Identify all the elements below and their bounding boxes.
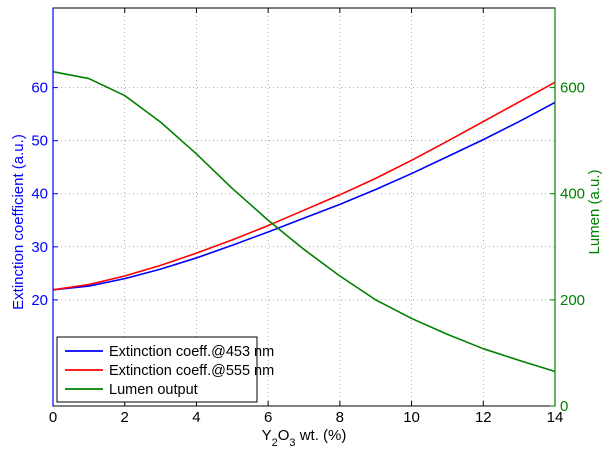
legend-label: Extinction coeff.@453 nm [109, 344, 274, 360]
y-left-tick-label: 20 [31, 292, 48, 309]
x-tick-label: 6 [264, 409, 272, 426]
x-axis-label: Y2O3 wt. (%) [262, 427, 347, 449]
y-left-tick-label: 50 [31, 133, 48, 150]
y-left-tick-label: 30 [31, 239, 48, 256]
series-453nm-line [52, 101, 556, 291]
x-axis-label-part: wt. (%) [296, 427, 347, 444]
x-axis-label-subscript: 3 [289, 437, 295, 449]
x-tick-label: 8 [336, 409, 344, 426]
x-axis-label-subscript: 2 [272, 437, 278, 449]
series-lumen-line [52, 70, 556, 373]
y-left-axis-label: Extinction coefficient (a.u.) [10, 134, 27, 310]
y-right-tick-label: 200 [560, 292, 585, 309]
axis-ticks [52, 8, 556, 407]
x-tick-label: 0 [49, 409, 57, 426]
x-tick-label: 14 [547, 409, 564, 426]
x-tick-label: 10 [403, 409, 420, 426]
x-tick-label: 2 [121, 409, 129, 426]
y-left-tick-label: 40 [31, 186, 48, 203]
x-tick-label: 12 [475, 409, 492, 426]
y-right-tick-label: 0 [560, 398, 568, 415]
y-right-tick-label: 600 [560, 80, 585, 97]
series-lines [52, 70, 556, 373]
series-555nm-line [52, 81, 556, 291]
x-axis-label-part: O [278, 427, 290, 444]
y-right-tick-label: 400 [560, 186, 585, 203]
y-left-tick-label: 60 [31, 80, 48, 97]
legend: Extinction coeff.@453 nm Extinction coeff… [56, 336, 274, 403]
x-tick-label: 4 [192, 409, 200, 426]
legend-label: Extinction coeff.@555 nm [109, 363, 274, 379]
axis-labels: 0 2 4 6 8 10 12 1420304050600200400600Extinctio… [10, 80, 603, 449]
legend-label: Lumen output [109, 382, 198, 398]
x-axis-label-part: Y [262, 427, 272, 444]
y-right-axis-label: Lumen (a.u.) [586, 169, 603, 254]
